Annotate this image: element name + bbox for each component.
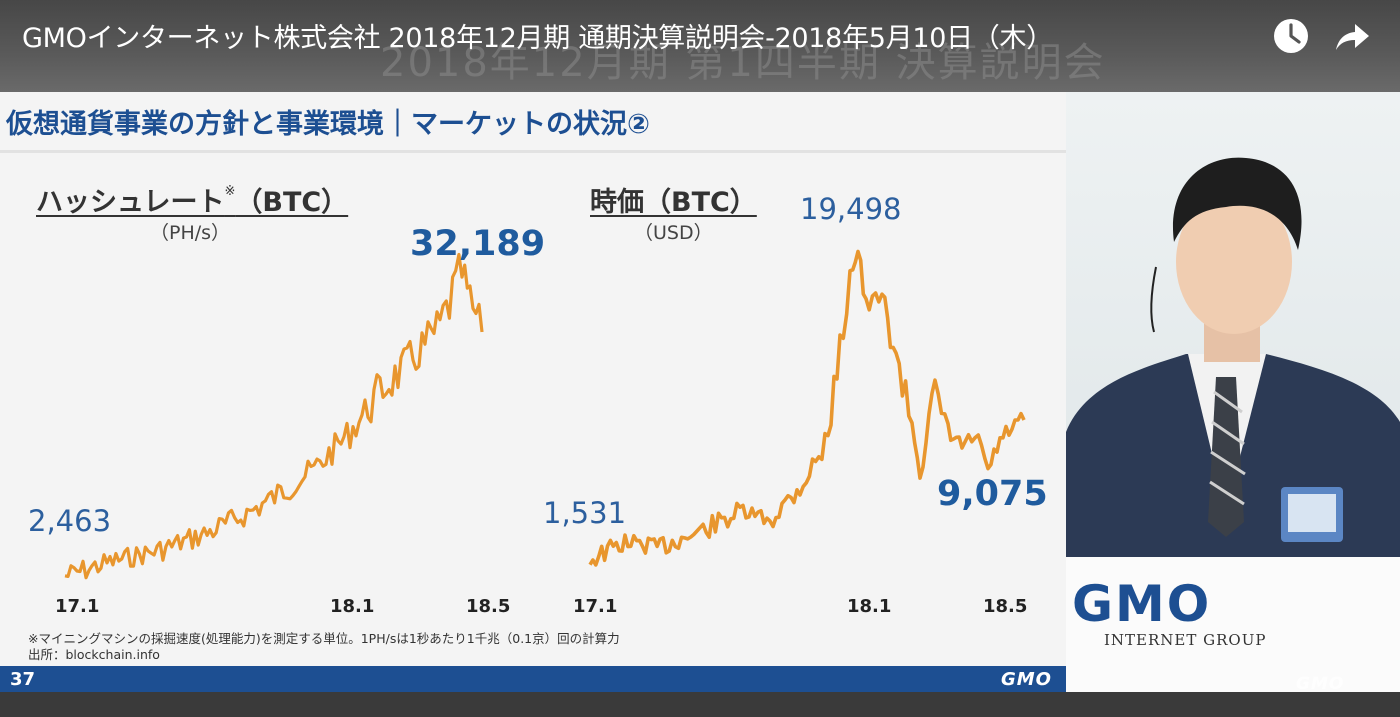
source-note: 出所：blockchain.info [28,647,160,662]
speaker-figure [1066,157,1400,557]
footnote: ※マイニングマシンの採掘速度(処理能力)を測定する単位。1PH/sは1秒あたり1… [28,631,620,646]
price-end-value: 9,075 [937,474,1048,514]
share-button[interactable] [1333,16,1373,56]
price-tick-1: 17.1 [573,596,618,617]
lectern-gmo-logo: GMO [1072,575,1212,633]
price-tick-3: 18.5 [983,596,1028,617]
hashrate-unit: （PH/s） [150,222,231,244]
lectern-panel: GMO INTERNET GROUP [1066,557,1400,692]
slide-footer-bar: 37 GMO [0,666,1066,692]
hashrate-tick-3: 18.5 [466,596,511,617]
hashrate-line [64,252,484,580]
charts-canvas [64,249,1026,580]
hashrate-start-value: 2,463 [28,504,112,538]
video-title[interactable]: GMOインターネット株式会社 2018年12月期 通期決算説明会-2018年5月… [22,23,1053,54]
price-chart-title: 時価（BTC） [590,187,757,218]
hashrate-title-mark: ※ [224,184,236,199]
price-peak-value: 19,498 [800,192,902,226]
price-line [588,249,1026,567]
page-number: 37 [10,669,36,690]
share-arrow-icon [1336,24,1369,50]
channel-watermark[interactable]: GMO [1296,674,1345,694]
video-bottom-strip [0,692,1400,717]
clock-icon [1274,19,1308,53]
watch-later-button[interactable] [1271,16,1311,56]
hashrate-chart-title: ハッシュレート※（BTC） [36,180,348,219]
slide-title: 仮想通貨事業の方針と事業環境｜マーケットの状況② [6,109,650,140]
video-title-bar: 2018年12月期 第1四半期 決算説明会 GMOインターネット株式会社 201… [0,0,1400,92]
speaker-video-feed [1066,92,1400,557]
price-unit: （USD） [634,222,713,244]
footer-logo: GMO [1001,669,1052,690]
background-slide-text: 2018年12月期 第1四半期 決算説明会 [380,40,1106,86]
hashrate-tick-2: 18.1 [330,596,375,617]
hashrate-title-text: ハッシュレート [36,187,225,218]
price-tick-2: 18.1 [847,596,892,617]
hashrate-title-suffix: （BTC） [235,187,349,218]
lectern-logo-subtitle: INTERNET GROUP [1104,631,1267,649]
hashrate-tick-1: 17.1 [55,596,100,617]
title-divider [0,150,1066,153]
price-start-value: 1,531 [543,496,627,530]
hashrate-peak-value: 32,189 [410,224,546,264]
presentation-slide: 仮想通貨事業の方針と事業環境｜マーケットの状況② ハッシュレート※（BTC） （… [0,92,1066,692]
